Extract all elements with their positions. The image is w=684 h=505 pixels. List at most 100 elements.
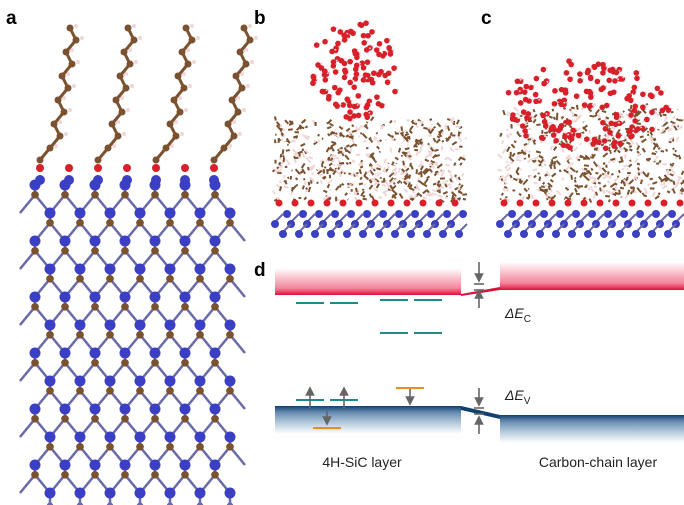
atom	[151, 175, 161, 185]
atom	[30, 348, 41, 359]
bond	[591, 168, 592, 170]
atom	[181, 191, 189, 199]
bond	[318, 134, 319, 136]
atom	[504, 230, 512, 238]
atom	[175, 73, 182, 80]
bond	[364, 184, 365, 185]
conduction-band-right	[500, 262, 684, 290]
bond	[517, 157, 518, 161]
atom	[533, 200, 540, 207]
bond	[519, 156, 520, 158]
defect-levels	[296, 300, 442, 400]
bond	[500, 133, 501, 137]
bond	[674, 126, 677, 130]
atom	[376, 52, 382, 58]
atom	[180, 132, 184, 136]
bond	[302, 163, 305, 168]
bond	[328, 180, 332, 184]
bond	[277, 170, 278, 171]
atom	[677, 200, 684, 207]
bond	[598, 119, 601, 120]
bond	[497, 170, 502, 171]
atom	[225, 432, 236, 443]
atom	[635, 126, 641, 132]
bond	[520, 116, 522, 117]
bond	[293, 154, 297, 156]
bond	[418, 166, 421, 167]
bond	[334, 165, 335, 166]
bond	[292, 187, 293, 191]
atom	[649, 127, 655, 133]
atom	[522, 89, 528, 95]
atom	[121, 359, 129, 367]
atom	[211, 191, 219, 199]
bond	[568, 158, 572, 159]
bond	[677, 119, 678, 121]
bond	[335, 133, 337, 134]
bond	[280, 186, 281, 191]
atom	[376, 101, 382, 107]
bond	[629, 164, 632, 167]
bond	[409, 175, 410, 179]
atom	[632, 230, 640, 238]
bond	[344, 173, 345, 174]
atom	[602, 138, 608, 144]
atom	[225, 488, 236, 499]
bond	[449, 137, 451, 138]
bond	[454, 163, 455, 166]
atom	[365, 73, 371, 79]
atom	[365, 59, 371, 65]
atom	[552, 230, 560, 238]
bond	[572, 163, 574, 165]
atom	[241, 25, 248, 32]
bond	[287, 160, 290, 165]
bond	[603, 190, 605, 191]
atom	[333, 69, 339, 75]
bond	[577, 105, 578, 110]
bond	[418, 150, 421, 153]
bond	[673, 189, 675, 194]
atom	[210, 236, 221, 247]
atom	[181, 415, 189, 423]
bond	[371, 117, 374, 121]
bond	[405, 148, 410, 149]
atom	[340, 200, 347, 207]
atom	[75, 432, 86, 443]
atom	[166, 219, 174, 227]
atom	[395, 210, 403, 218]
bond	[664, 117, 667, 122]
bond	[432, 193, 436, 195]
atom	[105, 264, 116, 275]
atom	[361, 77, 367, 83]
atom	[566, 119, 572, 125]
atom	[370, 80, 376, 86]
atom	[171, 97, 178, 104]
atom	[225, 320, 236, 331]
bond	[450, 132, 451, 136]
atom	[552, 101, 558, 107]
bond	[442, 141, 444, 142]
bond	[302, 153, 304, 158]
bond	[430, 162, 431, 166]
atom	[339, 58, 345, 64]
bond	[428, 129, 429, 133]
bond	[608, 180, 610, 183]
bond	[411, 165, 412, 169]
bond	[425, 154, 430, 157]
bond	[606, 117, 609, 119]
atom	[329, 49, 335, 55]
atom	[233, 73, 240, 80]
atom	[601, 66, 607, 72]
bond	[302, 119, 306, 123]
atom	[151, 471, 159, 479]
bond	[434, 138, 436, 142]
atom	[136, 331, 144, 339]
bond	[656, 156, 657, 159]
bond	[672, 170, 675, 174]
atom	[567, 76, 573, 82]
bond	[317, 182, 318, 184]
atom	[209, 175, 219, 185]
atom	[120, 292, 131, 303]
bond	[275, 169, 276, 173]
bond	[671, 121, 676, 123]
